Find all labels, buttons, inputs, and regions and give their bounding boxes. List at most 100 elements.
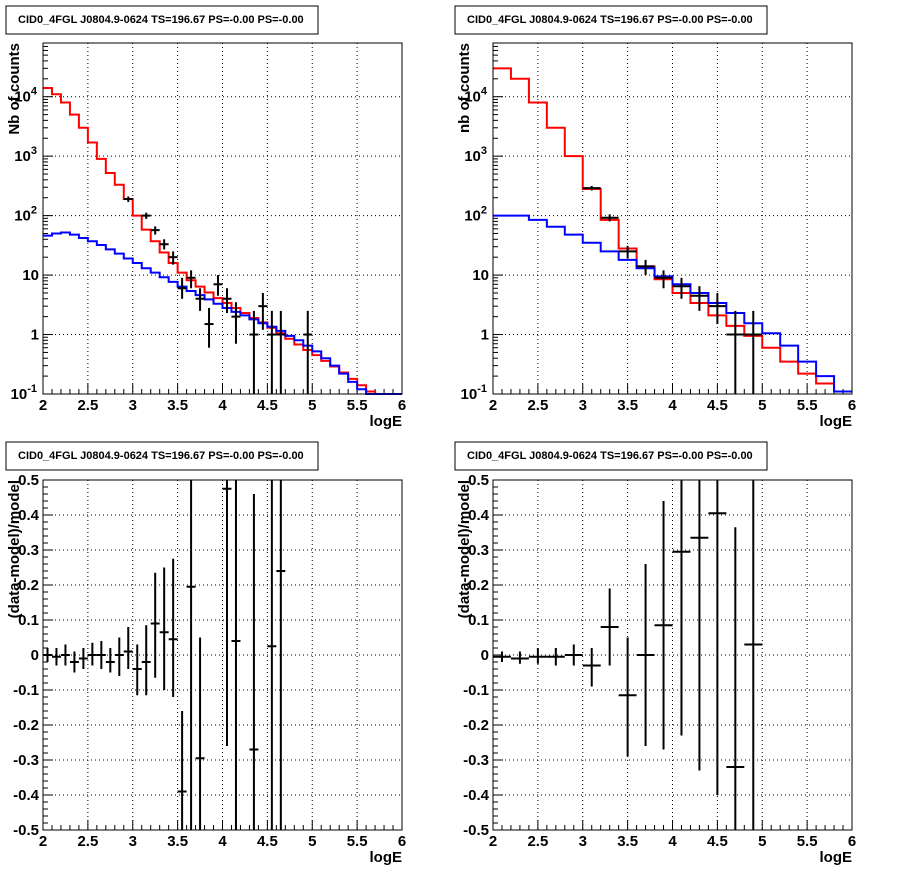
y-tick-label: 102: [464, 205, 487, 225]
x-tick-label: 3.5: [167, 833, 188, 850]
data-point: [141, 212, 151, 219]
x-tick-label: 3.5: [167, 397, 188, 414]
data-point: [303, 310, 313, 394]
data-point: [195, 637, 205, 830]
data-point: [618, 245, 637, 259]
data-point: [726, 310, 745, 394]
data-point: [258, 292, 268, 330]
data-point: [150, 572, 160, 678]
data-point: [222, 480, 232, 746]
y-tick-label: 102: [14, 205, 37, 225]
y-tick-label: 0.4: [18, 507, 40, 524]
title-box: [5, 441, 319, 471]
y-tick-label: 10: [22, 267, 39, 284]
data-point: [582, 185, 601, 191]
y-tick-exponent: -1: [477, 383, 487, 395]
y-tick-label: 0.3: [18, 542, 39, 559]
y-tick-label: 0.2: [468, 577, 489, 594]
y-tick-label: 0.2: [18, 577, 39, 594]
y-axis-title: Nb of counts: [6, 43, 23, 135]
plot-frame: [42, 479, 403, 831]
model-background-step-line: [43, 231, 402, 395]
y-tick-base: 10: [14, 208, 31, 225]
data-point: [123, 627, 133, 669]
chart-title: CID0_4FGL J0804.9-0624 TS=196.67 PS=-0.0…: [467, 450, 753, 462]
x-tick-label: 6: [848, 397, 856, 414]
x-tick-label: 4.5: [257, 397, 278, 414]
data-point: [672, 277, 691, 299]
y-axis-title: (data-model)/model: [456, 480, 473, 618]
y-tick-exponent: 3: [481, 145, 487, 157]
x-tick-label: 4: [668, 397, 677, 414]
y-tick-label: -0.3: [13, 752, 39, 769]
data-point: [528, 648, 547, 664]
data-point: [493, 651, 511, 662]
y-tick-label: -0.5: [13, 822, 39, 839]
y-tick-label: 104: [464, 86, 488, 106]
y-tick-label: -0.4: [13, 787, 40, 804]
y-tick-label: 1: [31, 327, 39, 344]
data-point: [231, 480, 241, 830]
title-box: [454, 5, 768, 35]
y-tick-label: 104: [14, 86, 38, 106]
data-point: [618, 637, 637, 757]
plot-frame: [42, 42, 403, 395]
x-tick-label: 5: [308, 833, 316, 850]
data-point: [672, 480, 691, 736]
data-point: [150, 226, 160, 235]
y-axis-title: nb of counts: [456, 43, 473, 133]
y-tick-label: 0.3: [468, 542, 489, 559]
data-point: [78, 648, 88, 669]
x-tick-label: 6: [398, 397, 406, 414]
y-tick-base: 10: [464, 89, 481, 106]
data-point: [636, 564, 655, 746]
x-tick-label: 5: [758, 833, 766, 850]
counts-panel-left: 2 2.5 3 3.5 4 4.5 5 5.5 610-1110102103104logENb …: [5, 5, 406, 430]
y-tick-base: 10: [464, 148, 481, 165]
data-point: [123, 196, 133, 202]
x-tick-label: 4.5: [257, 833, 278, 850]
x-tick-label: 2.5: [77, 833, 98, 850]
data-point: [231, 302, 241, 344]
plot-frame: [492, 42, 853, 395]
data-point: [168, 558, 178, 697]
x-tick-label: 5.5: [347, 833, 368, 850]
data-point: [114, 637, 124, 676]
data-point: [96, 641, 106, 669]
x-axis-title: logE: [370, 849, 403, 866]
x-tick-label: 3.5: [617, 397, 638, 414]
model-background-step-line: [493, 214, 852, 393]
y-tick-label: 0: [481, 647, 489, 664]
y-tick-label: 0.4: [468, 507, 490, 524]
data-point: [60, 644, 70, 666]
data-point: [276, 480, 286, 830]
y-tick-exponent: 4: [31, 86, 38, 98]
data-point: [204, 307, 214, 348]
y-tick-label: 10: [472, 267, 489, 284]
data-point: [510, 651, 529, 664]
x-axis-title: logE: [370, 413, 403, 430]
data-point: [51, 648, 61, 666]
y-tick-label: 0: [31, 647, 39, 664]
x-tick-label: 4: [218, 397, 227, 414]
data-point: [141, 625, 151, 696]
x-tick-label: 2: [39, 397, 47, 414]
title-box: [5, 5, 319, 35]
data-point: [213, 275, 223, 296]
x-tick-label: 2.5: [527, 833, 548, 850]
x-tick-label: 4.5: [707, 833, 728, 850]
x-tick-label: 5.5: [797, 397, 818, 414]
data-point: [105, 648, 115, 673]
y-axis-title: (data-model)/model: [6, 480, 23, 618]
y-tick-exponent: 4: [481, 86, 488, 98]
data-point: [636, 259, 655, 276]
residual-panel-left: 2 2.5 3 3.5 4 4.5 5 5.5 6 -0.5 -0.4 -0.3 -0.2 -0.1 0 0.…: [5, 441, 406, 866]
y-tick-label: -0.2: [463, 717, 489, 734]
chart-title: CID0_4FGL J0804.9-0624 TS=196.67 PS=-0.0…: [18, 450, 304, 462]
y-tick-label: -0.4: [463, 787, 490, 804]
y-tick-label: 103: [464, 145, 487, 165]
x-axis-title: logE: [820, 849, 853, 866]
data-point: [186, 480, 196, 830]
data-point: [654, 270, 673, 289]
x-tick-label: 3: [129, 833, 137, 850]
